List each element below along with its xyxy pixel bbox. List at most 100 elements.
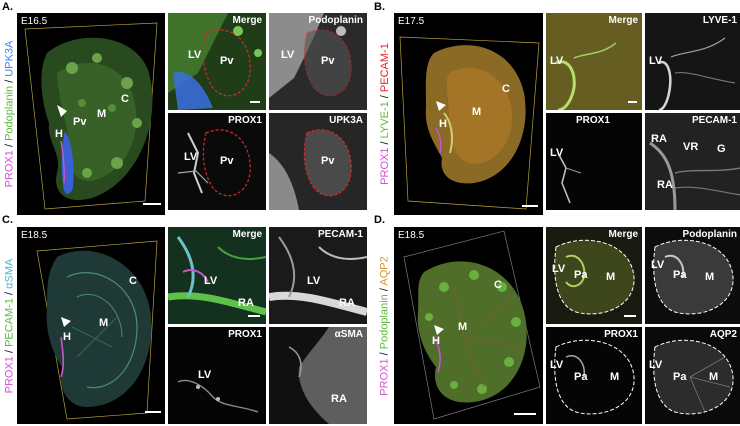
region-label: Pa <box>574 269 588 281</box>
inset-title: UPK3A <box>329 115 363 126</box>
inset-title: Merge <box>232 15 262 26</box>
inset-title: Podoplanin <box>682 229 737 240</box>
region-label: Pv <box>321 55 335 67</box>
panel-c-inset-asma: αSMA RA <box>269 327 367 424</box>
inset-title: PECAM-1 <box>691 115 737 126</box>
region-label: M <box>458 321 468 333</box>
panel-c-main-image: E18.5 C M H <box>17 227 165 424</box>
panel-d-inset-merge: Merge LV Pa M <box>546 227 642 324</box>
panel-c-letter: C. <box>2 214 13 226</box>
stain-pecam1: PECAM-1 <box>3 298 15 347</box>
stain-aqp2: AQP2 <box>379 256 392 286</box>
region-label: LV <box>198 369 212 381</box>
panel-a-stage: E16.5 <box>21 16 48 27</box>
panel-c-stage: E18.5 <box>21 230 48 241</box>
region-label: H <box>432 335 440 347</box>
stain-sep: / <box>379 285 392 295</box>
region-label: LV <box>204 275 218 287</box>
stain-lyve1: LYVE-1 <box>379 101 392 139</box>
region-label: LV <box>649 55 663 67</box>
region-label: RA <box>331 393 347 405</box>
panel-b-main-image: E17.5 C M H <box>394 13 543 215</box>
inset-title: Merge <box>232 229 262 240</box>
inset-title: Podoplanin <box>308 15 363 26</box>
panel-b-stage: E17.5 <box>398 16 425 27</box>
region-label: LV <box>307 275 321 287</box>
stain-podoplanin: Podoplanin <box>3 85 15 141</box>
panel-b-inset-merge: Merge LV <box>546 13 642 110</box>
inset-title: Merge <box>608 229 638 240</box>
region-label: LV <box>281 49 295 61</box>
stain-prox1: PROX1 <box>379 358 392 396</box>
scale-bar <box>624 315 636 317</box>
stain-sep: / <box>3 346 15 357</box>
panel-a-inset-prox1: PROX1 LV Pv <box>168 113 266 210</box>
region-label: Pa <box>574 371 588 383</box>
region-label: C <box>502 83 510 95</box>
stain-upk3a: UPK3A <box>3 40 15 77</box>
stain-sep: / <box>379 349 392 359</box>
panel-a-letter: A. <box>2 1 13 13</box>
panel-c-inset-pecam1: PECAM-1 LV RA <box>269 227 367 324</box>
scale-bar <box>143 203 161 205</box>
panel-c-inset-prox1: PROX1 LV <box>168 327 266 424</box>
panel-a-inset-podoplanin: Podoplanin LV Pv <box>269 13 367 110</box>
panel-a-stain-label: PROX1 / Podoplanin / UPK3A <box>2 14 16 214</box>
stain-sep: / <box>3 76 15 86</box>
inset-title: PROX1 <box>228 329 262 340</box>
region-label: RA <box>339 297 355 309</box>
stain-prox1: PROX1 <box>3 356 15 394</box>
stain-prox1: PROX1 <box>3 150 15 188</box>
region-label: Pv <box>73 116 87 128</box>
region-label: Pv <box>220 55 234 67</box>
panel-d-stage: E18.5 <box>398 230 425 241</box>
inset-title: PECAM-1 <box>317 229 363 240</box>
inset-title: Merge <box>608 15 638 26</box>
panel-a-main-image: E16.5 C M Pv H <box>17 13 165 215</box>
region-label: RA <box>238 297 254 309</box>
panel-c-inset-merge: Merge LV RA <box>168 227 266 324</box>
region-label: RA <box>657 179 673 191</box>
panel-d-inset-prox1: PROX1 LV Pa M <box>546 327 642 424</box>
region-label: LV <box>550 359 564 371</box>
region-label: M <box>97 108 107 120</box>
scale-bar <box>248 315 260 317</box>
panel-b-stain-label: PROX1 / LYVE-1 / PECAM-1 <box>378 14 392 214</box>
region-label: M <box>99 317 109 329</box>
region-label: M <box>606 271 616 283</box>
panel-a-inset-upk3a: UPK3A Pv <box>269 113 367 210</box>
region-label: LV <box>550 55 564 67</box>
region-label: Pv <box>321 155 335 167</box>
stain-sep: / <box>379 92 392 102</box>
panel-b-letter: B. <box>374 1 385 13</box>
region-label: M <box>610 371 620 383</box>
scale-bar <box>628 101 637 103</box>
stain-sep: / <box>3 140 15 151</box>
scale-bar <box>145 411 161 413</box>
panel-b-inset-prox1: PROX1 LV <box>546 113 642 210</box>
region-label: H <box>63 331 71 343</box>
stain-sep: / <box>3 288 15 298</box>
scale-bar <box>522 205 538 207</box>
region-label: M <box>472 106 482 118</box>
region-label: LV <box>552 263 566 275</box>
region-label: H <box>439 118 447 130</box>
panel-d-inset-podoplanin: Podoplanin LV Pa M <box>645 227 740 324</box>
region-label: RA <box>651 133 667 145</box>
region-label: M <box>705 271 715 283</box>
stain-asma: αSMA <box>3 258 15 289</box>
stain-podoplanin: Podoplanin <box>379 294 392 350</box>
stain-sep: / <box>379 138 392 148</box>
region-label: H <box>55 128 63 140</box>
panel-c-stain-label: PROX1 / PECAM-1 / αSMA <box>2 228 16 424</box>
panel-d-stain-label: PROX1 / Podoplanin / AQP2 <box>378 228 392 424</box>
region-label: C <box>494 279 502 291</box>
panel-d-inset-aqp2: AQP2 LV Pa M <box>645 327 740 424</box>
panel-b-inset-lyve1: LYVE-1 LV <box>645 13 740 110</box>
region-label: Pa <box>673 269 687 281</box>
stain-pecam1: PECAM-1 <box>379 43 392 93</box>
scale-bar <box>514 413 536 415</box>
region-label: G <box>717 143 726 155</box>
region-label: LV <box>188 49 202 61</box>
region-label: LV <box>651 259 665 271</box>
